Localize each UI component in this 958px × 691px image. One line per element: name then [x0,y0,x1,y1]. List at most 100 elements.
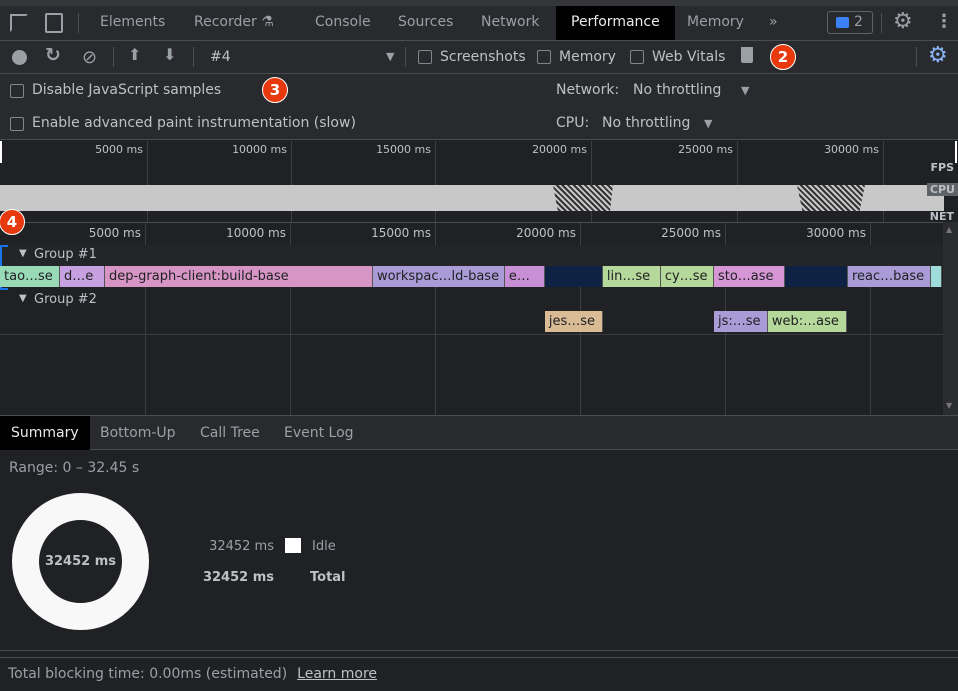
total-blocking-time: Total blocking time: 0.00ms (estimated) [8,666,288,682]
tab-event-log[interactable]: Event Log [284,425,354,441]
web-vitals-label: Web Vitals [652,49,726,65]
network-throttling-select[interactable]: No throttling ▼ [625,78,755,102]
timeline-tick-label: 20000 ms [516,226,576,240]
paint-instrumentation-label: Enable advanced paint instrumentation (s… [32,115,356,131]
cpu-throttling-select[interactable]: No throttling ▼ [596,111,716,135]
timeline-event-bar[interactable]: lin…se [602,266,661,287]
timeline-event-bar[interactable]: js:…se [713,311,768,332]
timeline-event-bar[interactable] [544,266,603,287]
tab-summary[interactable]: Summary [0,416,90,450]
tab-sources[interactable]: Sources [398,14,454,30]
overview-tick-label: 20000 ms [532,143,587,156]
triangle-down-icon: ▼ [19,248,27,259]
clear-icon[interactable]: ⊘ [82,47,98,68]
trash-icon[interactable] [741,47,753,63]
timeline-event-bar[interactable]: d…e [60,266,105,287]
more-options-icon[interactable]: ⋮ [935,11,953,32]
tab-memory[interactable]: Memory [687,14,744,30]
group-1-header[interactable]: ▼ Group #1 [0,245,943,266]
timeline-event-bar[interactable]: dep-graph-client:build-base [104,266,373,287]
performance-toolbar: ↻ ⊘ ⬆ ⬇ #4 ▼ Screenshots Memory Web Vita… [0,41,958,74]
timeline-gridline [435,223,436,416]
capture-settings-panel: Disable JavaScript samples Enable advanc… [0,74,958,140]
network-label: Network: [556,82,620,98]
timeline-event-bar[interactable]: web:…ase [767,311,847,332]
timeline-event-bar[interactable]: tao…se [0,266,61,287]
timeline-event-bar[interactable] [930,266,942,287]
paint-instrumentation-checkbox[interactable] [10,117,24,131]
overview-tick-label: 15000 ms [376,143,431,156]
timeline-event-bar[interactable]: sto…ase [713,266,786,287]
annotation-badge-4: 4 [0,209,25,235]
chevron-down-icon: ▼ [704,117,713,130]
recording-select[interactable]: #4 ▼ [200,41,400,73]
cpu-hatch-1 [553,185,613,211]
group-1-track: tao…se d…e dep-graph-client:build-base work… [0,266,943,288]
timeline-event-bar[interactable]: reac…base [847,266,931,287]
settings-gear-icon[interactable]: ⚙ [893,9,913,34]
scroll-up-icon[interactable]: ▲ [946,225,953,234]
group-1-label: Group #1 [34,247,97,262]
issues-count: 2 [854,14,863,30]
screenshots-label: Screenshots [440,49,526,65]
timeline-event-bar[interactable]: workspac…ld-base [372,266,505,287]
disable-js-samples-checkbox[interactable] [10,84,24,98]
timeline-tick-label: 5000 ms [88,226,141,240]
triangle-down-icon: ▼ [19,293,27,304]
tab-recorder[interactable]: Recorder ⚗ [180,6,288,40]
cpu-hatch-2 [797,185,865,211]
divider [0,334,943,335]
flame-chart[interactable]: 5000 ms 10000 ms 15000 ms 20000 ms 25000 ms 3… [0,222,943,416]
more-tabs-icon[interactable]: » [769,14,778,30]
tab-elements[interactable]: Elements [100,14,166,30]
memory-checkbox[interactable] [537,50,551,64]
cpu-track-label: CPU [926,183,958,196]
upload-icon[interactable]: ⬆ [128,45,142,64]
tab-performance[interactable]: Performance [556,6,675,40]
screenshots-checkbox[interactable] [418,50,432,64]
timeline-tick-label: 25000 ms [661,226,721,240]
range-text: Range: 0 – 32.45 s [9,460,140,476]
annotation-badge-3: 3 [262,77,288,103]
selection-handle-right[interactable] [955,141,957,163]
idle-color-swatch [285,538,301,553]
footer-row: Total blocking time: 0.00ms (estimated) … [8,666,377,682]
download-icon[interactable]: ⬇ [163,45,177,64]
tab-network[interactable]: Network [481,14,540,30]
bottom-tabbar: Summary Bottom-Up Call Tree Event Log [0,415,958,450]
memory-label: Memory [559,49,616,65]
record-icon[interactable] [12,50,27,65]
timeline-overview[interactable]: 5000 ms 10000 ms 15000 ms 20000 ms 25000 ms 3… [0,141,958,223]
net-track-label: NET [929,210,954,223]
overview-gridline [435,141,436,222]
overview-tick-label: 5000 ms [95,143,143,156]
overview-gridline [591,141,592,222]
tab-bottom-up[interactable]: Bottom-Up [100,425,176,441]
timeline-tick-label: 15000 ms [371,226,431,240]
tab-console[interactable]: Console [315,14,371,30]
timeline-event-bar[interactable]: jes…se [544,311,603,332]
issues-button[interactable]: 2 [827,11,873,34]
selection-handle-left[interactable] [0,141,2,163]
group-2-label: Group #2 [34,292,97,307]
timeline-event-bar[interactable]: cy…se [660,266,714,287]
scroll-down-icon[interactable]: ▼ [946,401,953,410]
overview-gridline [147,141,148,222]
timeline-event-bar[interactable]: e… [504,266,545,287]
flame-chart-scrollbar[interactable]: ▲ ▼ [943,222,958,415]
group-2-track: jes…se js:…se web:…ase [0,311,943,333]
inspect-element-icon[interactable] [10,14,28,32]
tab-recorder-label: Recorder [194,14,257,30]
device-toolbar-icon[interactable] [45,13,63,33]
cpu-throttling-value: No throttling [602,115,691,131]
learn-more-link[interactable]: Learn more [297,666,378,682]
group-2-header[interactable]: ▼ Group #2 [0,290,943,311]
timeline-event-bar[interactable] [785,266,848,287]
capture-settings-gear-icon[interactable]: ⚙ [928,43,948,68]
annotation-badge-2: 2 [770,44,796,70]
web-vitals-checkbox[interactable] [630,50,644,64]
reload-icon[interactable]: ↻ [45,44,61,66]
timeline-tick-label: 10000 ms [226,226,286,240]
tab-call-tree[interactable]: Call Tree [200,425,260,441]
fps-track-label: FPS [930,161,955,174]
